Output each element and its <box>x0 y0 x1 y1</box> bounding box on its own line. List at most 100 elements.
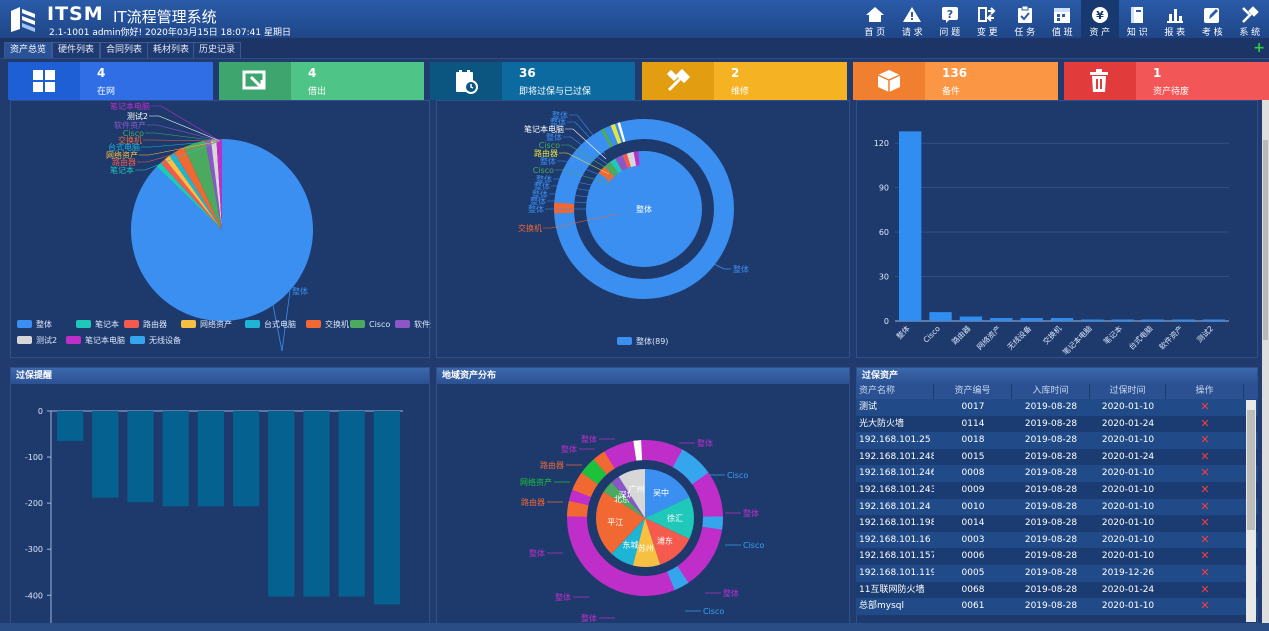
warranty-bar[interactable] <box>127 411 154 503</box>
legend-swatch[interactable] <box>350 320 365 328</box>
table-row[interactable]: 192.168.101.243 0009 2019-08-28 2020-01-10 ✕ <box>856 481 1258 499</box>
nav-change[interactable]: 变 更 <box>969 0 1007 38</box>
legend-label[interactable]: 台式电脑 <box>264 319 296 329</box>
delete-icon[interactable]: ✕ <box>1200 466 1210 480</box>
table-row[interactable]: 192.168.101.119 0005 2019-08-28 2019-12-26 ✕ <box>856 564 1258 582</box>
warranty-bar[interactable] <box>92 411 119 498</box>
region-outer-segment[interactable] <box>567 500 589 517</box>
col-expire-date[interactable]: 过保时间 <box>1090 384 1166 399</box>
tab-contract-list[interactable]: 合同列表 <box>100 42 149 58</box>
bar-软件资产[interactable] <box>1172 319 1195 321</box>
donut-outer-segment[interactable] <box>600 128 613 148</box>
tab-history[interactable]: 历史记录 <box>193 42 242 58</box>
legend-label[interactable]: 笔记本 <box>95 319 119 329</box>
legend-label[interactable]: 交换机 <box>325 319 349 329</box>
legend-label[interactable]: 网络资产 <box>200 319 232 329</box>
legend-swatch[interactable] <box>124 320 139 328</box>
nav-home[interactable]: 首 页 <box>856 0 894 38</box>
legend-label[interactable]: 笔记本电脑 <box>85 335 125 345</box>
bar-测试2[interactable] <box>1202 319 1225 321</box>
legend-label[interactable]: 软件资产 <box>414 319 446 329</box>
nav-edit[interactable]: 考 核 <box>1194 0 1232 38</box>
bar-Cisco[interactable] <box>929 312 952 321</box>
pie-slice-软件资产[interactable] <box>205 139 222 230</box>
bar-网络资产[interactable] <box>990 318 1013 321</box>
bar-笔记本[interactable] <box>1111 319 1134 321</box>
page-scrollbar[interactable] <box>1262 100 1269 623</box>
table-row[interactable]: 192.168.101.246 0008 2019-08-28 2020-01-10 ✕ <box>856 465 1258 482</box>
warranty-bar[interactable] <box>373 411 400 605</box>
nav-question[interactable]: ? 问 题 <box>931 0 969 38</box>
pie-slice-交换机[interactable] <box>174 147 222 230</box>
region-slice-东城[interactable] <box>611 518 645 566</box>
stat-lent[interactable]: 4 借出 <box>219 62 424 100</box>
donut-outer-segment[interactable] <box>633 119 641 140</box>
stat-repair[interactable]: 2 维修 <box>642 62 847 100</box>
bar-笔记本电脑[interactable] <box>1081 319 1104 321</box>
region-outer-segment[interactable] <box>633 440 643 461</box>
pie-slice-路由器[interactable] <box>160 159 222 230</box>
delete-icon[interactable]: ✕ <box>1200 516 1210 530</box>
stat-warranty-expiring[interactable]: 36 即将过保与已过保 <box>430 62 635 100</box>
nav-book[interactable]: 知 识 <box>1119 0 1157 38</box>
nav-task[interactable]: 任 务 <box>1006 0 1044 38</box>
tab-asset-overview[interactable]: 资产总览 <box>4 42 53 58</box>
pie-slice-网络资产[interactable] <box>164 155 222 230</box>
region-slice-平江[interactable] <box>596 491 645 554</box>
bar-台式电脑[interactable] <box>1141 319 1165 321</box>
bar-路由器[interactable] <box>959 316 983 321</box>
delete-icon[interactable]: ✕ <box>1200 532 1210 546</box>
table-row[interactable]: 192.168.101.198 0014 2019-08-28 2020-01-10 ✕ <box>856 515 1258 532</box>
nav-calendar[interactable]: 值 班 <box>1044 0 1082 38</box>
warranty-bar[interactable] <box>162 411 189 507</box>
legend-swatch[interactable] <box>17 336 32 344</box>
table-scrollbar-thumb[interactable] <box>1247 410 1255 530</box>
legend-swatch[interactable] <box>76 320 91 328</box>
table-row[interactable]: 11互联网防火墙 0068 2019-08-28 2020-01-24 ✕ <box>856 581 1258 599</box>
pie-slice-Cisco[interactable] <box>183 140 222 230</box>
delete-icon[interactable]: ✕ <box>1200 565 1210 579</box>
donut-outer-segment[interactable] <box>610 123 622 144</box>
bar-交换机[interactable] <box>1050 318 1074 321</box>
table-row[interactable]: 192.168.101.16 0003 2019-08-28 2020-01-10 ✕ <box>856 531 1258 549</box>
table-scrollbar[interactable] <box>1246 400 1256 622</box>
region-slice-吴中[interactable] <box>645 469 690 518</box>
table-row[interactable]: 192.168.101.248 0015 2019-08-28 2020-01-24 ✕ <box>856 448 1258 466</box>
table-row[interactable]: 测试 0017 2019-08-28 2020-01-10 ✕ <box>856 399 1258 416</box>
table-row[interactable]: 192.168.101.24 0010 2019-08-28 2020-01-10 ✕ <box>856 498 1258 516</box>
region-outer-segment[interactable] <box>581 459 607 485</box>
col-in-date[interactable]: 入库时间 <box>1012 384 1090 399</box>
delete-icon[interactable]: ✕ <box>1200 449 1210 463</box>
add-tab-button[interactable]: + <box>1253 40 1265 56</box>
pie-slice-笔记本电脑[interactable] <box>216 139 222 230</box>
delete-icon[interactable]: ✕ <box>1200 499 1210 513</box>
warranty-bar[interactable] <box>268 411 295 597</box>
col-asset-id[interactable]: 资产编号 <box>934 384 1012 399</box>
nav-tools[interactable]: 系 统 <box>1231 0 1269 38</box>
legend-swatch[interactable] <box>17 320 32 328</box>
legend-label[interactable]: 整体 <box>36 319 52 329</box>
donut-outer-segment[interactable] <box>621 120 632 142</box>
donut-outer-segment[interactable] <box>554 202 575 214</box>
table-row[interactable]: 192.168.101.25 0018 2019-08-28 2020-01-10 ✕ <box>856 432 1258 449</box>
legend-label[interactable]: 测试2 <box>36 335 57 345</box>
region-slice-徐汇[interactable] <box>645 497 694 539</box>
legend-swatch[interactable] <box>130 336 145 344</box>
delete-icon[interactable]: ✕ <box>1200 482 1210 496</box>
warranty-bar[interactable] <box>233 411 260 507</box>
pie-slice-测试2[interactable] <box>210 139 222 230</box>
table-row[interactable]: 光大防火墙 0114 2019-08-28 2020-01-24 ✕ <box>856 415 1258 433</box>
delete-icon[interactable]: ✕ <box>1200 599 1210 613</box>
delete-icon[interactable]: ✕ <box>1200 433 1210 447</box>
delete-icon[interactable]: ✕ <box>1200 416 1210 430</box>
stat-spare[interactable]: 136 备件 <box>853 62 1058 100</box>
region-outer-segment[interactable] <box>702 516 723 530</box>
region-slice-广州[interactable] <box>618 469 645 518</box>
nav-warning[interactable]: 请 求 <box>894 0 932 38</box>
bar-整体[interactable] <box>899 131 922 321</box>
col-asset-name[interactable]: 资产名称 <box>856 384 934 399</box>
legend-swatch[interactable] <box>181 320 196 328</box>
warranty-bar[interactable] <box>57 411 84 441</box>
legend-swatch[interactable] <box>245 320 260 328</box>
table-row[interactable]: 192.168.101.157 0006 2019-08-28 2020-01-10 ✕ <box>856 548 1258 565</box>
